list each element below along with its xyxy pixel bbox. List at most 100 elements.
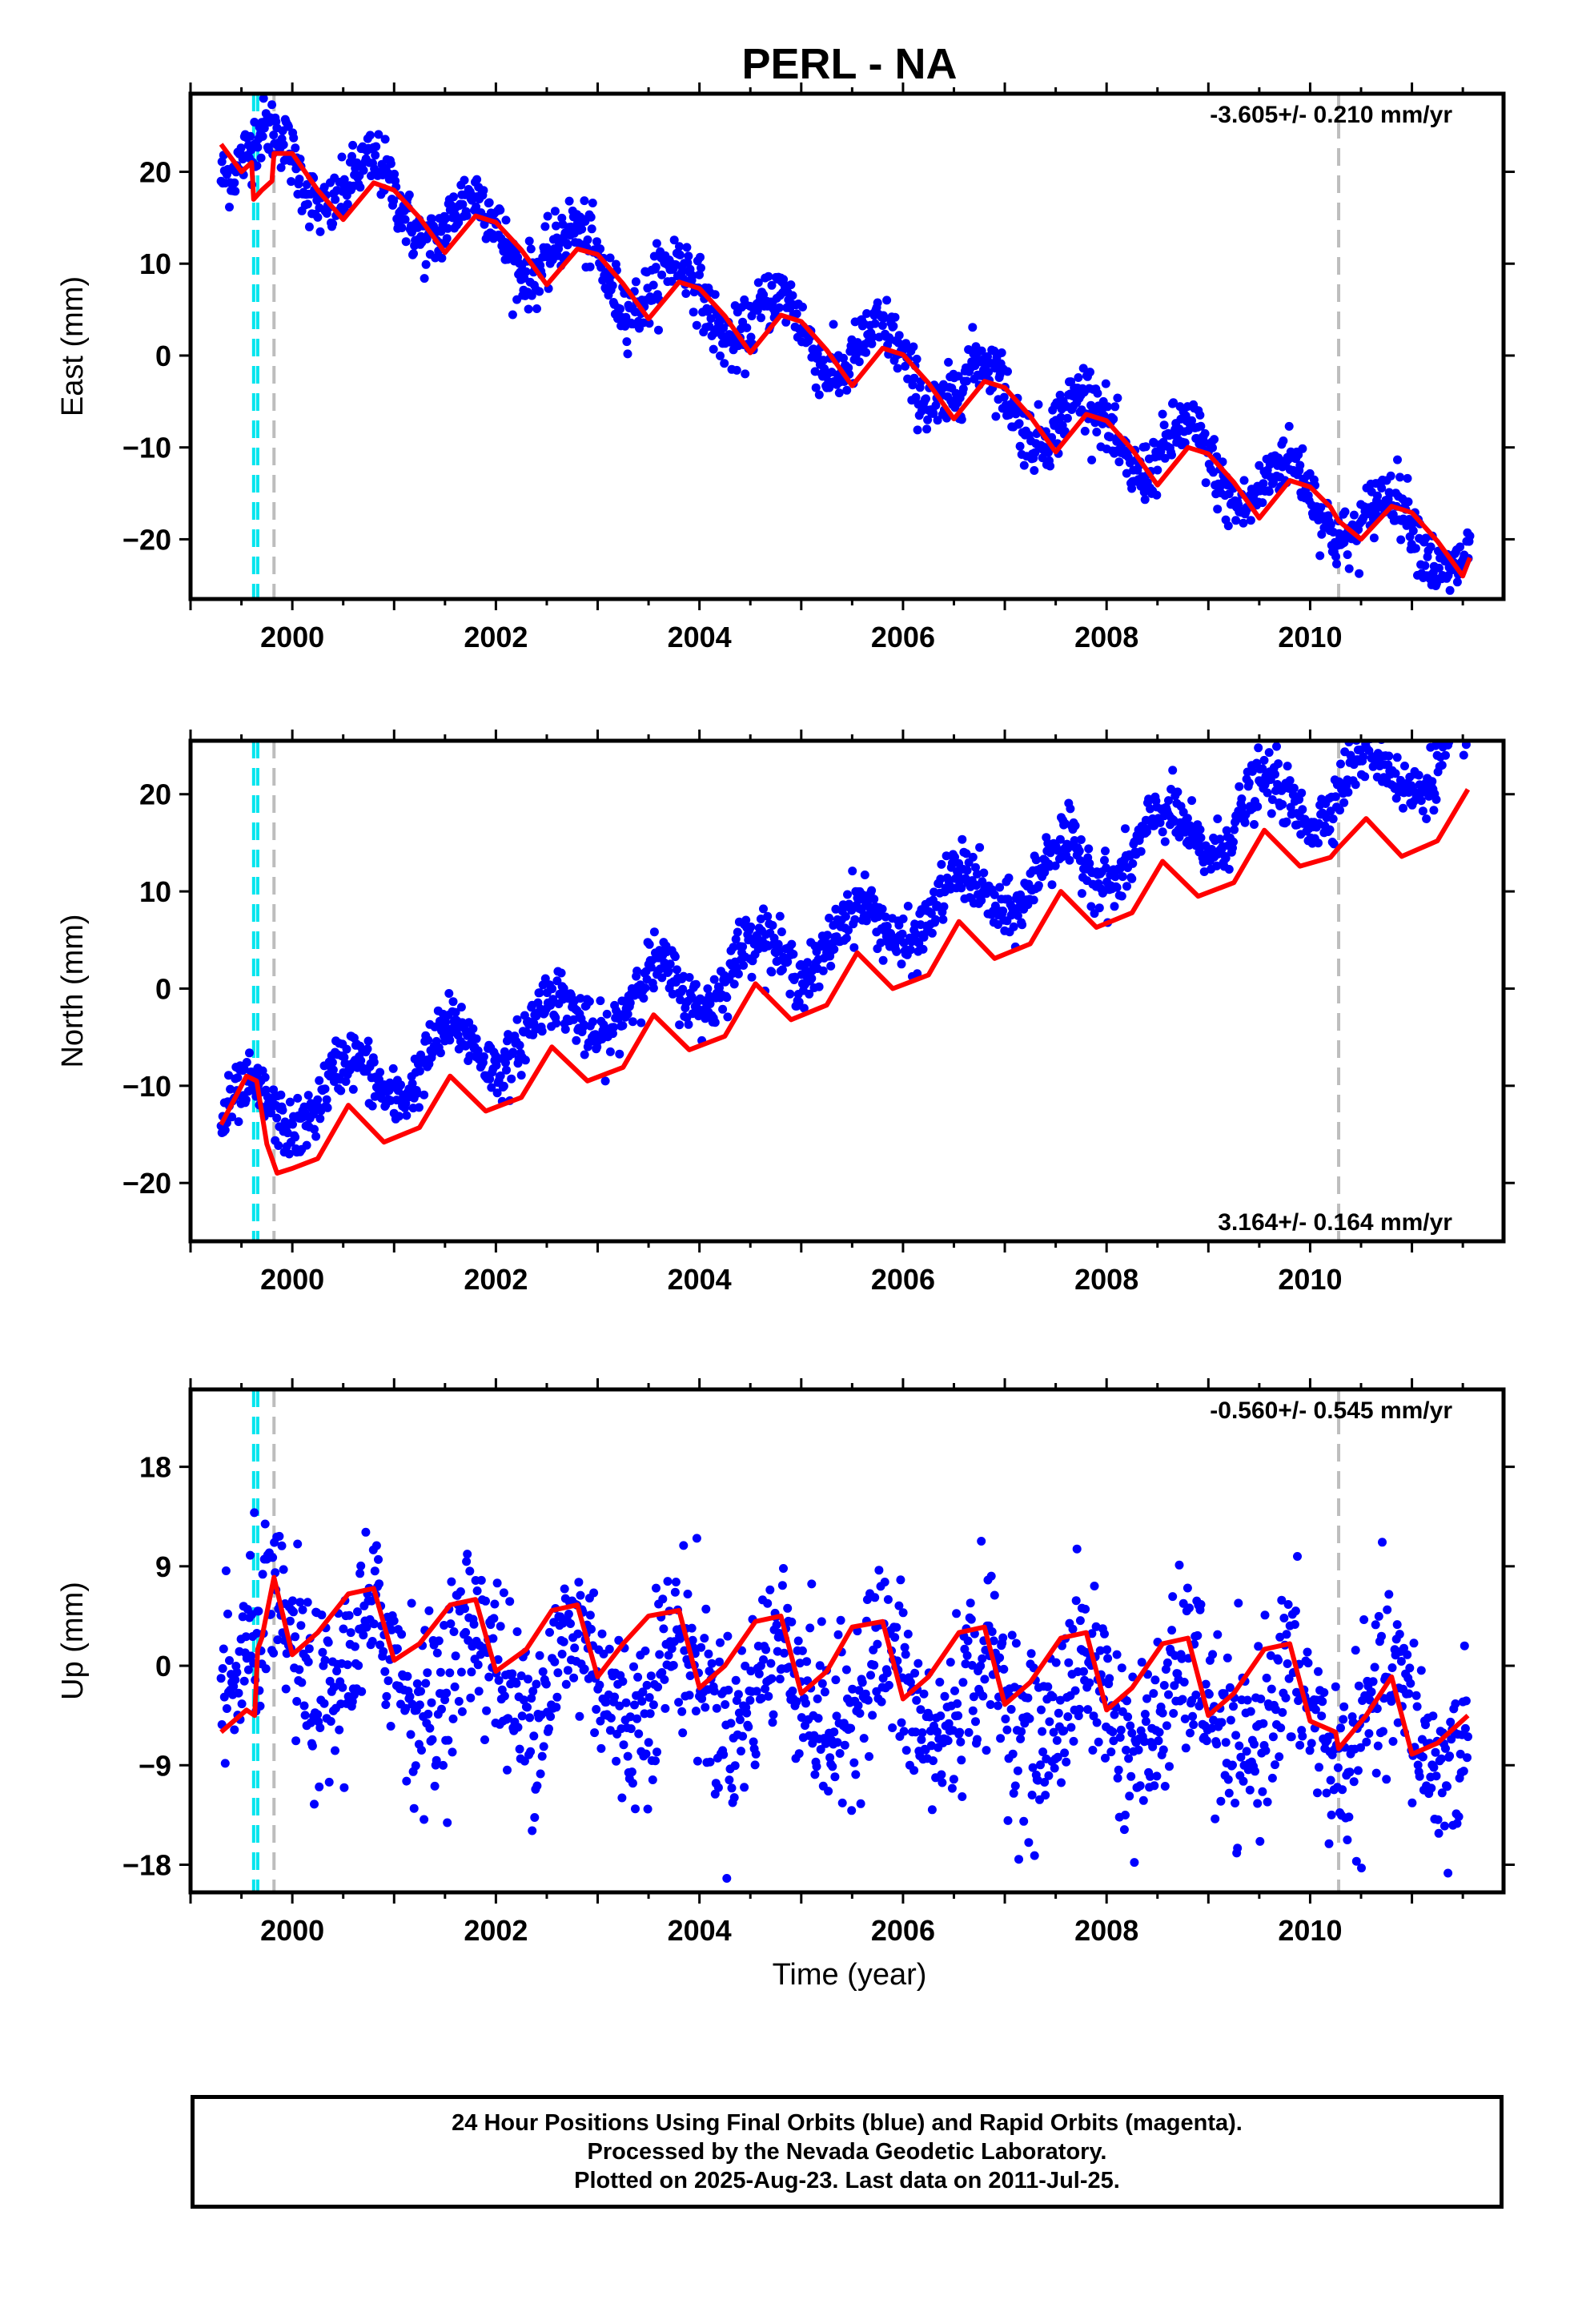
data-point bbox=[323, 1638, 333, 1647]
data-point bbox=[402, 1111, 412, 1120]
data-point bbox=[954, 1711, 963, 1720]
data-point bbox=[424, 1606, 434, 1615]
data-point bbox=[1437, 1788, 1447, 1798]
data-point bbox=[664, 967, 673, 976]
data-point bbox=[317, 1610, 327, 1620]
data-point bbox=[221, 1566, 231, 1575]
data-point bbox=[397, 1630, 407, 1639]
data-point bbox=[799, 1003, 809, 1013]
data-point bbox=[1191, 1691, 1201, 1699]
data-point bbox=[539, 1742, 548, 1751]
data-point bbox=[842, 385, 852, 395]
data-point bbox=[952, 1609, 962, 1618]
data-point bbox=[956, 1737, 966, 1747]
data-point bbox=[1427, 777, 1437, 786]
data-point bbox=[692, 320, 701, 330]
data-point bbox=[1062, 1757, 1071, 1767]
data-point bbox=[389, 196, 399, 206]
data-point bbox=[670, 952, 680, 962]
data-point bbox=[1392, 753, 1402, 762]
data-point bbox=[448, 1747, 457, 1757]
data-point bbox=[302, 1140, 311, 1150]
data-point bbox=[1331, 792, 1340, 802]
data-point bbox=[532, 1679, 541, 1689]
data-point bbox=[439, 1760, 448, 1770]
data-point bbox=[1457, 697, 1466, 706]
data-point bbox=[1102, 1645, 1112, 1655]
data-point bbox=[430, 1781, 440, 1791]
data-point bbox=[975, 842, 985, 852]
data-point bbox=[642, 1680, 652, 1690]
data-point bbox=[854, 357, 864, 367]
data-point bbox=[833, 1630, 843, 1639]
data-point bbox=[707, 1659, 717, 1668]
data-point bbox=[437, 1704, 446, 1714]
data-point bbox=[320, 1655, 330, 1665]
data-point bbox=[363, 1044, 372, 1054]
data-point bbox=[911, 392, 921, 402]
data-point bbox=[623, 1009, 632, 1019]
data-point bbox=[727, 1783, 737, 1793]
footer-line-1: 24 Hour Positions Using Final Orbits (bl… bbox=[452, 2110, 1243, 2136]
data-point bbox=[911, 929, 921, 939]
data-point bbox=[682, 243, 692, 252]
data-point bbox=[1040, 1778, 1050, 1787]
rate-label: 3.164+/- 0.164 mm/yr bbox=[1218, 1209, 1452, 1236]
data-point bbox=[704, 1649, 713, 1659]
data-point bbox=[1137, 1658, 1146, 1667]
data-point bbox=[315, 1782, 324, 1791]
data-point bbox=[381, 1700, 391, 1710]
data-point bbox=[763, 1598, 773, 1608]
data-point bbox=[968, 852, 978, 862]
data-point bbox=[1060, 427, 1070, 436]
data-point bbox=[1069, 1736, 1078, 1746]
data-point bbox=[313, 1095, 323, 1104]
data-point bbox=[1017, 1727, 1026, 1736]
data-point bbox=[1336, 1723, 1345, 1733]
x-tick-label: 2002 bbox=[464, 1263, 528, 1296]
data-point bbox=[1019, 460, 1029, 470]
data-point bbox=[1242, 1747, 1251, 1756]
data-point bbox=[715, 1657, 724, 1667]
data-point bbox=[1228, 1760, 1237, 1770]
data-point bbox=[769, 933, 779, 943]
data-point bbox=[1141, 1717, 1150, 1727]
data-point bbox=[1247, 766, 1257, 776]
data-point bbox=[1234, 1598, 1243, 1608]
data-point bbox=[1460, 1723, 1470, 1733]
data-point bbox=[1327, 1810, 1336, 1819]
data-point bbox=[440, 1621, 449, 1630]
data-point bbox=[936, 875, 946, 884]
data-point bbox=[1038, 453, 1047, 463]
data-point bbox=[1253, 802, 1263, 811]
data-point bbox=[446, 1619, 456, 1629]
data-point bbox=[1369, 533, 1379, 543]
data-point bbox=[754, 1669, 764, 1679]
data-point bbox=[1030, 1851, 1039, 1860]
data-point bbox=[962, 866, 972, 875]
data-point bbox=[1187, 796, 1197, 806]
data-point bbox=[299, 1701, 309, 1711]
data-point bbox=[1434, 1828, 1443, 1838]
data-point bbox=[1406, 1679, 1415, 1688]
data-point bbox=[563, 240, 572, 250]
data-point bbox=[1110, 902, 1119, 911]
data-point bbox=[588, 199, 597, 207]
data-point bbox=[1409, 1638, 1419, 1648]
data-point bbox=[709, 1687, 719, 1696]
data-point bbox=[404, 190, 414, 199]
data-point bbox=[636, 1018, 646, 1027]
data-point bbox=[310, 1124, 319, 1134]
data-point bbox=[933, 1727, 942, 1737]
data-point bbox=[909, 373, 919, 383]
data-point bbox=[958, 1792, 967, 1801]
data-point bbox=[1443, 1782, 1452, 1791]
data-point bbox=[401, 237, 411, 247]
data-point bbox=[1271, 1705, 1280, 1715]
data-point bbox=[967, 1661, 977, 1670]
data-point bbox=[1110, 1710, 1119, 1719]
data-point bbox=[415, 1067, 424, 1076]
data-point bbox=[1152, 1771, 1162, 1781]
data-point bbox=[1459, 1767, 1468, 1776]
data-point bbox=[504, 1714, 513, 1723]
